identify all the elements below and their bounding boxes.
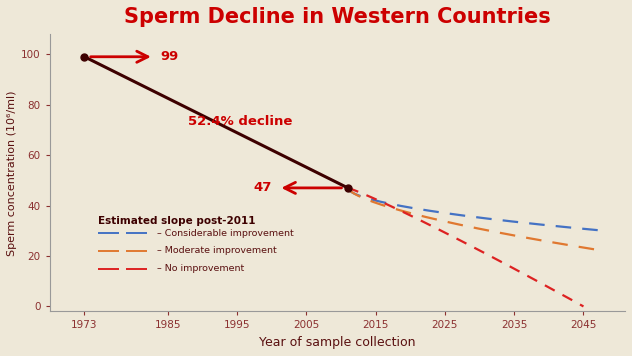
Text: – No improvement: – No improvement <box>157 264 245 273</box>
Text: Estimated slope post-2011: Estimated slope post-2011 <box>99 216 256 226</box>
Y-axis label: Sperm concentration (10⁶/ml): Sperm concentration (10⁶/ml) <box>7 90 17 256</box>
Text: 52.4% decline: 52.4% decline <box>188 115 293 128</box>
X-axis label: Year of sample collection: Year of sample collection <box>259 336 416 349</box>
Text: 99: 99 <box>161 50 179 63</box>
Text: – Moderate improvement: – Moderate improvement <box>157 246 277 256</box>
Title: Sperm Decline in Western Countries: Sperm Decline in Western Countries <box>124 7 550 27</box>
Text: – Considerable improvement: – Considerable improvement <box>157 229 294 238</box>
Text: 47: 47 <box>253 182 272 194</box>
